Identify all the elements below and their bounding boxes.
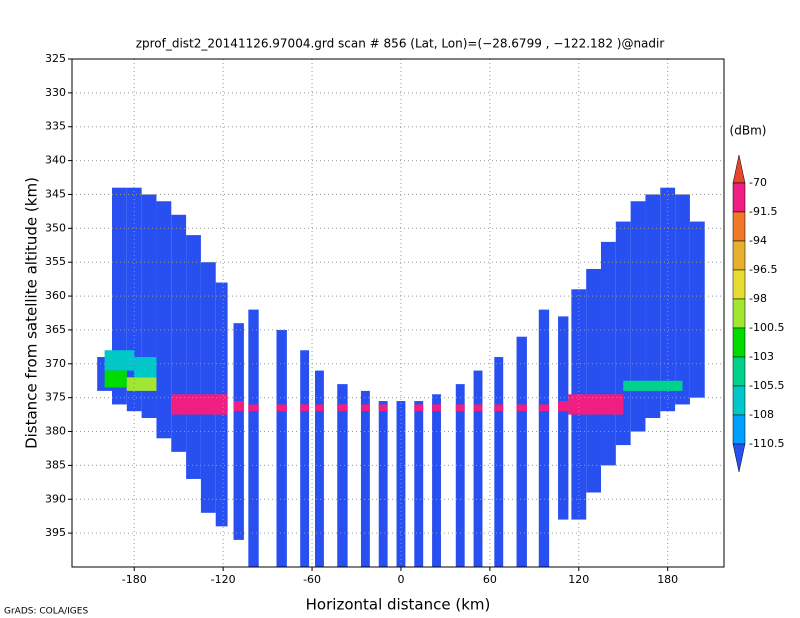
colorbar-bin xyxy=(732,385,746,416)
echo-cell xyxy=(473,404,483,412)
colorbar-label: -108 xyxy=(749,408,774,421)
y-tick-label: 385 xyxy=(45,458,66,471)
echo-cell xyxy=(315,370,324,567)
echo-cell xyxy=(558,401,569,412)
colorbar-bin xyxy=(732,356,746,387)
colorbar-bin xyxy=(732,414,746,445)
echo-cell xyxy=(315,404,324,412)
x-tick-label: 60 xyxy=(483,573,497,586)
chart-title: zprof_dist2_20141126.97004.grd scan # 85… xyxy=(136,37,665,51)
colorbar-cap xyxy=(732,154,746,184)
x-axis-label: Horizontal distance (km) xyxy=(306,596,491,614)
echo-cell xyxy=(432,404,441,412)
colorbar-label: -91.5 xyxy=(749,205,777,218)
echo-cell xyxy=(630,201,646,432)
y-tick-label: 375 xyxy=(45,391,66,404)
colorbar-label: -70 xyxy=(749,176,767,189)
echo-cell xyxy=(586,268,602,493)
colorbar-label: -94 xyxy=(749,234,767,247)
echo-cell xyxy=(516,336,527,567)
y-tick-label: 330 xyxy=(45,86,66,99)
y-axis-label: Distance from satellite altitude (km) xyxy=(23,177,41,449)
echo-cell xyxy=(645,194,661,418)
x-tick-label: 120 xyxy=(568,573,589,586)
echo-cell xyxy=(126,377,157,391)
echo-cell xyxy=(378,404,388,412)
y-tick-label: 350 xyxy=(45,221,66,234)
colorbar-unit: (dBm) xyxy=(730,124,767,138)
echo-cell xyxy=(104,370,127,388)
colorbar-bin xyxy=(732,240,746,271)
echo-cell xyxy=(233,323,244,540)
y-tick-label: 380 xyxy=(45,425,66,438)
y-tick-label: 345 xyxy=(45,187,66,200)
echo-cell xyxy=(337,404,348,412)
colorbar-label: -103 xyxy=(749,350,774,363)
colorbar-label: -105.5 xyxy=(749,379,784,392)
x-tick-label: -120 xyxy=(211,573,236,586)
echo-cell xyxy=(200,262,216,513)
footer: GrADS: COLA/IGES xyxy=(4,607,88,617)
echo-cell xyxy=(276,329,287,567)
colorbar-bin xyxy=(732,211,746,242)
echo-cell xyxy=(414,404,424,412)
echo-cell xyxy=(623,380,683,391)
colorbar-bin xyxy=(732,327,746,358)
echo-cell xyxy=(689,221,705,398)
y-tick-label: 355 xyxy=(45,255,66,268)
echo-cell xyxy=(494,404,504,412)
x-tick-label: 0 xyxy=(397,573,404,586)
colorbar-label: -110.5 xyxy=(749,437,784,450)
echo-cell xyxy=(538,309,550,567)
x-tick-label: -60 xyxy=(303,573,321,586)
y-tick-label: 335 xyxy=(45,120,66,133)
y-tick-label: 360 xyxy=(45,289,66,302)
colorbar-label: -96.5 xyxy=(749,263,777,276)
echo-cell xyxy=(568,394,624,415)
echo-cell xyxy=(233,401,244,412)
echo-cell xyxy=(414,401,424,567)
x-tick-label: -180 xyxy=(122,573,147,586)
echo-cell xyxy=(360,404,370,412)
echo-cell xyxy=(276,404,287,412)
echo-cell xyxy=(186,235,201,479)
echo-cell xyxy=(396,401,406,567)
echo-cell xyxy=(300,350,310,567)
echo-cell xyxy=(248,309,259,567)
y-tick-label: 325 xyxy=(45,52,66,65)
echo-cell xyxy=(360,390,370,567)
y-tick-label: 395 xyxy=(45,526,66,539)
colorbar-bin xyxy=(732,182,746,213)
echo-cell xyxy=(378,401,388,567)
y-tick-label: 340 xyxy=(45,154,66,167)
echo-cell xyxy=(432,394,441,567)
echo-cell xyxy=(134,357,157,378)
echo-cell xyxy=(248,404,259,412)
echo-cell xyxy=(538,404,550,412)
echo-cell xyxy=(300,404,310,412)
colorbar-bin xyxy=(732,298,746,329)
colorbar-label: -98 xyxy=(749,292,767,305)
colorbar-bin xyxy=(732,269,746,300)
y-tick-label: 390 xyxy=(45,492,66,505)
echo-cell xyxy=(171,214,187,452)
y-tick-label: 365 xyxy=(45,323,66,336)
colorbar-cap xyxy=(732,443,746,473)
plot-frame xyxy=(71,58,725,568)
y-tick-label: 370 xyxy=(45,357,66,370)
echo-cell xyxy=(558,316,569,520)
echo-cell xyxy=(473,370,483,567)
echo-cell xyxy=(156,201,172,439)
x-tick-label: 180 xyxy=(657,573,678,586)
colorbar-label: -100.5 xyxy=(749,321,784,334)
echo-cell xyxy=(494,357,504,567)
echo-cell xyxy=(104,350,135,371)
echo-cell xyxy=(516,404,527,412)
echo-cell xyxy=(675,194,690,405)
echo-cell xyxy=(337,384,348,567)
echo-cell xyxy=(455,384,465,567)
echo-cell xyxy=(171,394,228,415)
echo-cell xyxy=(455,404,465,412)
